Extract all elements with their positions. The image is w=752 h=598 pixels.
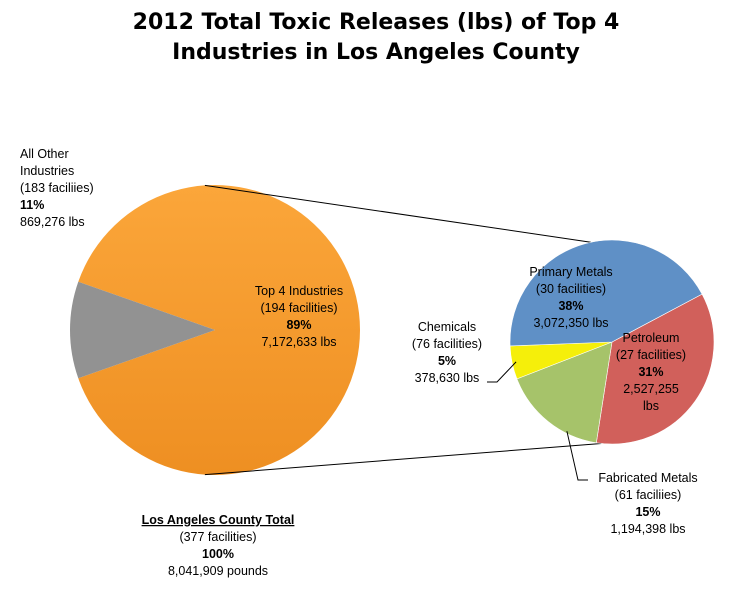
- pie-slice-fabricated: [516, 341, 613, 444]
- connector-line-top: [204, 184, 591, 243]
- label-petroleum-line: (27 facilities): [616, 348, 686, 362]
- label-all-other-industries-line: 11%: [20, 198, 44, 212]
- label-petroleum-line: 2,527,255: [623, 382, 679, 396]
- label-petroleum-line: Petroleum: [623, 331, 680, 345]
- label-chemicals-line: 378,630 lbs: [415, 371, 480, 385]
- label-top-4-industries-line: 89%: [286, 318, 311, 332]
- breakdown-pie: [509, 239, 715, 445]
- label-chemicals-line: (76 facilities): [412, 337, 482, 351]
- label-county-total-line: (377 facilities): [179, 530, 256, 544]
- label-primary-metals-line: 3,072,350 lbs: [533, 316, 608, 330]
- label-fabricated-metals-line: (61 faciliies): [615, 488, 682, 502]
- label-chemicals: Chemicals (76 facilities) 5% 378,630 lbs: [412, 320, 482, 385]
- label-all-other-industries-line: Industries: [20, 164, 74, 178]
- chart-labels: All Other Industries (183 faciliies) 11% 869…: [20, 147, 698, 578]
- label-fabricated-metals: Fabricated Metals (61 faciliies) 15% 1,194,…: [598, 471, 697, 536]
- connector-line-bottom: [204, 442, 602, 476]
- pie-slice-top-4-industries: [78, 185, 360, 475]
- label-top-4-industries-line: 7,172,633 lbs: [261, 335, 336, 349]
- pie-slice-primary: [509, 239, 703, 347]
- chart-title-line-2: Industries in Los Angeles County: [172, 40, 580, 65]
- leader-line-fabricated-metals: [566, 431, 588, 481]
- label-top-4-industries-line: Top 4 Industries: [255, 284, 343, 298]
- label-fabricated-metals-line: 1,194,398 lbs: [610, 522, 685, 536]
- label-fabricated-metals-line: 15%: [635, 505, 660, 519]
- label-primary-metals-line: 38%: [558, 299, 583, 313]
- label-top-4-industries-line: (194 facilities): [260, 301, 337, 315]
- label-primary-metals-line: Primary Metals: [529, 265, 612, 279]
- label-county-total-line: Los Angeles County Total: [142, 513, 295, 527]
- label-chemicals-line: 5%: [438, 354, 456, 368]
- label-county-total-line: 8,041,909 pounds: [168, 564, 268, 578]
- chart-title-line-1: 2012 Total Toxic Releases (lbs) of Top 4: [132, 10, 620, 35]
- label-fabricated-metals-line: Fabricated Metals: [598, 471, 697, 485]
- label-petroleum-line: 31%: [638, 365, 663, 379]
- pie-slice-all-other-industries: [69, 281, 216, 379]
- label-all-other-industries-line: All Other: [20, 147, 69, 161]
- label-top-4-industries: Top 4 Industries (194 facilities) 89% 7,172…: [255, 284, 343, 349]
- label-county-total: Los Angeles County Total (377 facilities)…: [142, 513, 295, 578]
- chart-title: 2012 Total Toxic Releases (lbs) of Top 4…: [0, 8, 752, 68]
- label-all-other-industries: All Other Industries (183 faciliies) 11% 869…: [20, 147, 94, 229]
- label-petroleum: Petroleum (27 facilities) 31% 2,527,255 lbs: [616, 331, 686, 413]
- label-petroleum-line: lbs: [643, 399, 659, 413]
- pie-slice-petroleum: [595, 293, 715, 445]
- label-all-other-industries-line: 869,276 lbs: [20, 215, 85, 229]
- label-chemicals-line: Chemicals: [418, 320, 476, 334]
- pie-connector-lines: [204, 184, 602, 476]
- label-all-other-industries-line: (183 faciliies): [20, 181, 94, 195]
- label-primary-metals-line: (30 facilities): [536, 282, 606, 296]
- main-pie: [69, 185, 360, 475]
- label-county-total-line: 100%: [202, 547, 234, 561]
- label-primary-metals: Primary Metals (30 facilities) 38% 3,072,35…: [529, 265, 612, 330]
- leader-line-chemicals: [487, 361, 517, 383]
